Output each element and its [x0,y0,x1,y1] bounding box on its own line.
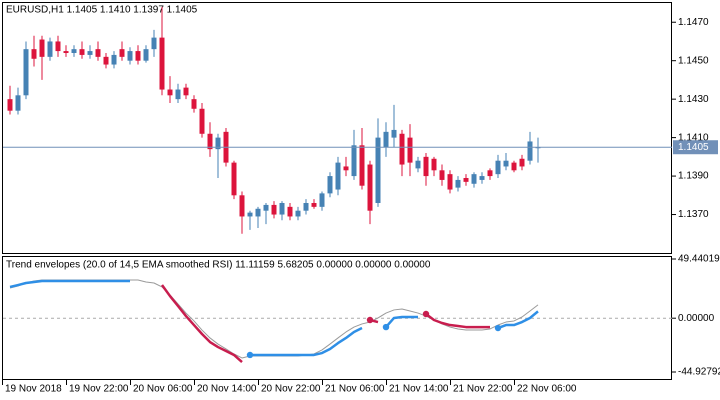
candle-body [519,158,525,167]
candle-body [279,203,285,215]
candle-body [327,176,333,194]
candle-body [79,49,85,55]
candle-body [303,203,309,211]
candle-body [311,203,317,207]
candle-body [95,49,101,57]
x-tick-label: 22 Nov 06:00 [517,384,577,395]
candle-body [295,210,301,217]
candle-body [207,133,213,150]
candle-body [511,162,517,171]
x-tick-label: 21 Nov 06:00 [325,384,385,395]
candle-body [479,176,485,180]
candle-body [255,208,261,217]
x-tick-label: 19 Nov 22:00 [69,384,129,395]
candle-body [375,137,381,203]
candle-body [63,51,69,53]
y-tick-label: -44.92792 [678,367,720,378]
candle-body [199,108,205,134]
candle-body [111,54,117,65]
candle-body [351,145,357,177]
y-tick-label: 1.1390 [678,171,709,182]
candle-body [119,49,125,57]
candle-body [239,195,245,217]
main-panel [2,2,672,254]
candle-body [39,39,45,57]
y-tick-label: 1.1450 [678,55,709,66]
candle-body [231,162,237,196]
candle-body [487,170,493,177]
candle-body [247,212,253,217]
candle-body [431,158,437,171]
candle-body [271,204,277,215]
chart-title: EURUSD,H1 1.1405 1.1410 1.1397 1.1405 [6,5,198,16]
x-tick-label: 20 Nov 06:00 [133,384,193,395]
candle-body [471,174,477,184]
candle-body [359,145,365,186]
candle-body [383,131,389,148]
candle-body [335,162,341,190]
candle-body [391,129,397,138]
signal-dot [366,316,374,324]
signal-dot [382,323,390,331]
candle-body [55,41,61,52]
x-tick-label: 21 Nov 22:00 [453,384,513,395]
candle-body [463,178,469,182]
candle-body [31,49,37,59]
candle-body [367,164,373,211]
y-tick-label: 0.00000 [678,313,715,324]
candle-body [167,89,173,96]
indicator-title: Trend envelopes (20.0 of 14,5 EMA smooth… [6,260,431,271]
candle-body [23,49,29,96]
candle-body [439,170,445,180]
candle-body [15,95,21,111]
candle-body [71,49,77,53]
y-tick-label: 1.1370 [678,209,709,220]
candle-body [423,156,429,177]
candle-body [263,204,269,211]
y-tick-label: 1.1430 [678,94,709,105]
candle-body [103,56,109,65]
x-tick-label: 21 Nov 14:00 [389,384,449,395]
x-tick-label: 20 Nov 14:00 [197,384,257,395]
candle-body [87,51,93,55]
candle-body [319,193,325,207]
candle-body [215,137,221,150]
candle-body [527,141,533,161]
candle-body [343,166,349,171]
candle-body [191,99,197,109]
candle-body [135,51,141,61]
x-tick-label: 19 Nov 2018 [5,384,62,395]
candle-body [399,133,405,165]
y-tick-label: 49.44019 [678,254,720,265]
current-price-box [673,140,718,155]
indicator-line [9,279,539,357]
y-tick-label: 1.1470 [678,17,709,28]
candle-body [175,89,181,100]
candle-body [447,174,453,190]
candle-body [287,206,293,217]
candle-body [159,37,165,90]
candle-body [415,160,421,169]
x-tick-label: 20 Nov 22:00 [261,384,321,395]
candle-body [143,49,149,61]
candle-body [183,87,189,96]
candle-body [127,51,133,61]
candle-body [455,179,461,188]
y-tick-label: 1.1410 [678,132,709,143]
signal-dot [422,310,430,318]
candle-body [151,37,157,50]
candle-body [47,41,53,57]
signal-dot [246,351,254,359]
candle-body [495,160,501,175]
candle-body [7,99,13,111]
signal-dot [494,324,502,332]
candle-body [407,137,413,163]
current-price-label: 1.1405 [678,142,709,153]
candle-body [503,160,509,167]
